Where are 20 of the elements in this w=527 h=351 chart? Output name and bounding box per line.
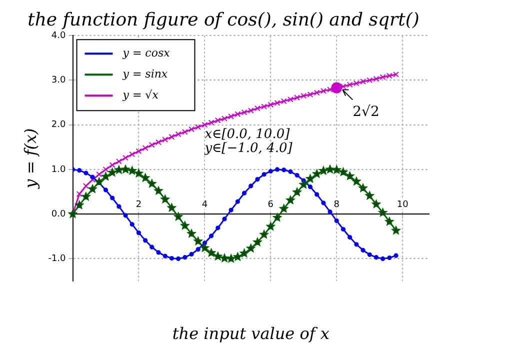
x-tick-label: 8	[334, 200, 340, 210]
y-tick-label: 0.0	[51, 209, 66, 220]
y-tick-label: -1.0	[48, 254, 66, 264]
y-tick-label: 4.0	[51, 30, 66, 41]
legend-label: y = √x	[122, 88, 160, 102]
annotation: y∈[−1.0, 4.0]	[204, 141, 294, 156]
annotation: x∈[0.0, 10.0]	[204, 127, 291, 142]
x-tick-label: 4	[202, 200, 208, 210]
annotation: 2√2	[352, 104, 380, 120]
y-tick-label: 2.0	[51, 120, 66, 130]
y-tick-label: 1.0	[51, 164, 66, 175]
y-axis-title: y = f(x)	[20, 128, 40, 190]
y-tick-label: 3.0	[51, 76, 66, 86]
x-tick-label: 6	[268, 200, 274, 210]
chart-title: the function figure of cos(), sin() and sqrt()	[28, 9, 420, 30]
legend-label: y = sinx	[122, 67, 168, 80]
legend-label: y = cosx	[122, 46, 171, 60]
x-axis-title: the input value of x	[172, 324, 330, 343]
x-tick-label: 10	[396, 200, 409, 210]
x-tick-label: 2	[136, 200, 142, 210]
